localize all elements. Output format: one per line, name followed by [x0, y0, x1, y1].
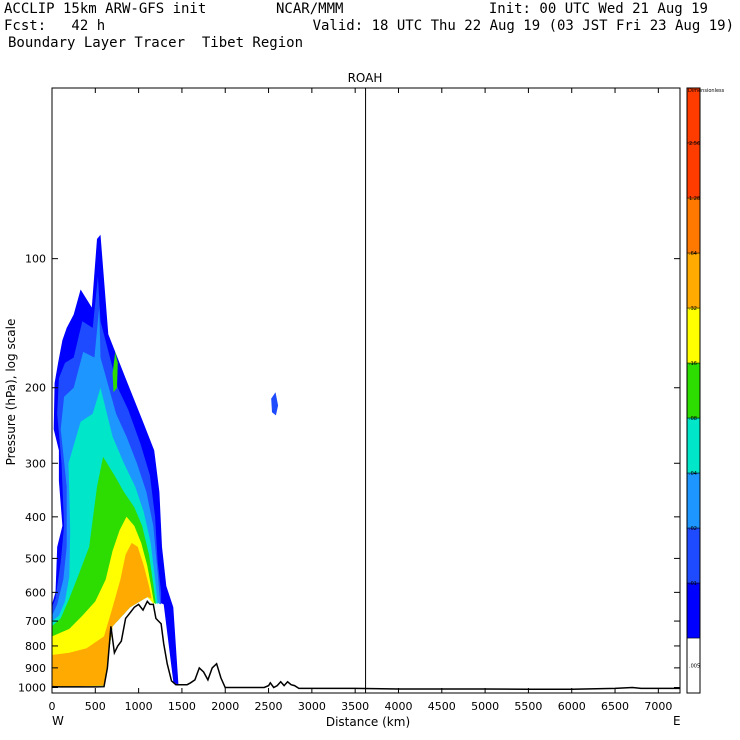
colorbar-segment-top — [686, 87, 701, 144]
colorbar-segment-7 — [686, 252, 701, 309]
x-tick-label-4500: 4500 — [428, 700, 456, 713]
x-axis-left-end-label: W — [52, 714, 64, 728]
colorbar-segment-2 — [686, 527, 701, 584]
x-axis-label: Distance (km) — [326, 715, 410, 729]
colorbar-segment-6 — [686, 307, 701, 364]
tracer-region-7 — [112, 351, 118, 393]
colorbar-level-label-2: .02 — [689, 526, 697, 532]
colorbar-level-label-7: .64 — [689, 251, 697, 257]
colorbar-segment-8 — [686, 197, 701, 254]
header-line1-right: Init: 00 UTC Wed 21 Aug 19 — [488, 1, 708, 17]
colorbar-level-label-5: .16 — [689, 361, 697, 367]
tracer-fills — [52, 234, 279, 687]
header-line1-mid: NCAR/MMM — [276, 1, 344, 17]
colorbar-segment-4 — [686, 417, 701, 474]
x-tick-label-6000: 6000 — [558, 700, 586, 713]
x-axis-right-end-label: E — [673, 714, 681, 728]
colorbar-unit-label: Dimensionless — [688, 88, 725, 94]
header-line2-left: Fcst: 42 h — [4, 18, 106, 34]
plot-frame — [51, 87, 681, 694]
tracer-region-6 — [52, 542, 152, 687]
colorbar-segment-5 — [686, 362, 701, 419]
colorbar-level-label-6: .32 — [689, 306, 697, 312]
y-tick-label-700: 700 — [25, 615, 46, 628]
y-tick-label-300: 300 — [25, 457, 46, 470]
y-tick-label-100: 100 — [25, 253, 46, 266]
x-tick-label-6500: 6500 — [601, 700, 629, 713]
plot-border — [51, 87, 681, 694]
colorbar-segment-3 — [686, 472, 701, 529]
colorbar-level-label-3: .04 — [689, 471, 697, 477]
x-tick-label-2500: 2500 — [255, 700, 283, 713]
y-tick-label-500: 500 — [25, 552, 46, 565]
header-line1-left: ACCLIP 15km ARW-GFS init — [4, 1, 207, 17]
y-tick-label-600: 600 — [25, 586, 46, 599]
y-tick-label-900: 900 — [25, 662, 46, 675]
y-tick-label-1000: 1000 — [18, 681, 46, 694]
x-tick-label-3000: 3000 — [298, 700, 326, 713]
x-tick-label-3500: 3500 — [341, 700, 369, 713]
colorbar-level-label-8: 1.28 — [689, 196, 700, 202]
x-tick-label-4000: 4000 — [384, 700, 412, 713]
colorbar-level-label-4: .08 — [689, 416, 697, 422]
tracer-region-8 — [271, 392, 279, 416]
x-tick-label-1000: 1000 — [125, 700, 153, 713]
x-tick-label-7000: 7000 — [644, 700, 672, 713]
y-tick-label-400: 400 — [25, 511, 46, 524]
colorbar-segment-9 — [686, 142, 701, 199]
y-axis-label: Pressure (hPa), log scale — [4, 319, 18, 466]
chart-title: ROAH — [348, 71, 383, 85]
colorbar-segment-1 — [686, 582, 701, 639]
x-axis-ticks: 0 500 1000 1500 2000 2500 3000 3500 4000 4500 5000… — [49, 88, 672, 713]
colorbar-border — [686, 87, 701, 694]
header-line2-right: Valid: 18 UTC Thu 22 Aug 19 (03 JST Fri … — [312, 18, 734, 34]
colorbar: .005 .01 .02 .04 .08 .16 .32 .64 1.28 2.56 Dimensi… — [686, 87, 725, 694]
colorbar-level-label-0: .005 — [689, 664, 700, 670]
x-tick-label-2000: 2000 — [211, 700, 239, 713]
colorbar-level-label-1: .01 — [689, 581, 697, 587]
y-axis-ticks: 100 200 300 400 500 600 700 800 900 1000 — [18, 253, 680, 694]
x-tick-label-1500: 1500 — [168, 700, 196, 713]
x-tick-label-500: 500 — [85, 700, 106, 713]
y-tick-label-800: 800 — [25, 640, 46, 653]
x-tick-label-5000: 5000 — [471, 700, 499, 713]
y-tick-label-200: 200 — [25, 382, 46, 395]
colorbar-level-label-9: 2.56 — [689, 141, 700, 147]
x-tick-label-0: 0 — [49, 700, 56, 713]
x-tick-label-5500: 5500 — [514, 700, 542, 713]
header-line3-left: Boundary Layer Tracer Tibet Region — [8, 35, 304, 51]
